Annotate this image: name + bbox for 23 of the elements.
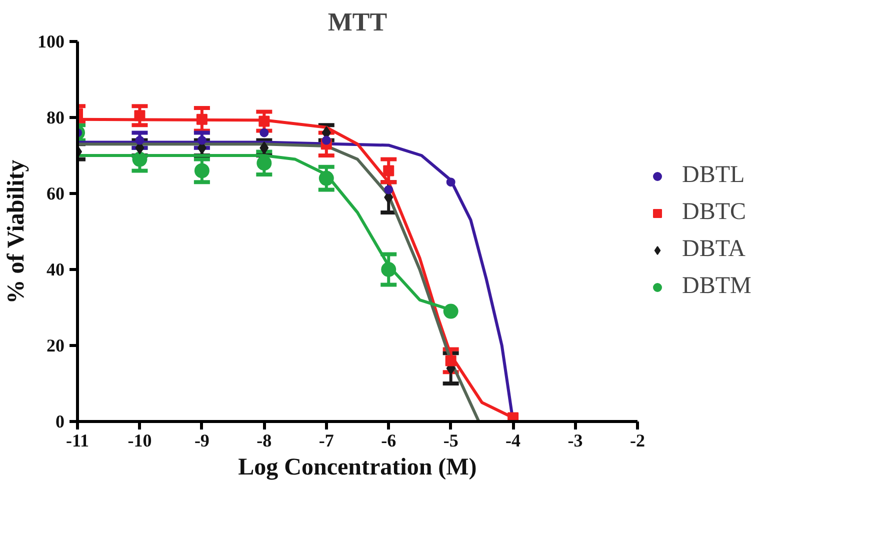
legend-label: DBTA (682, 236, 746, 263)
y-tick-label: 80 (46, 108, 64, 128)
x-tick-label: -8 (256, 430, 272, 450)
legend-label: DBTL (682, 162, 745, 189)
chart-title: MTT (328, 8, 388, 36)
x-tick-label: -2 (630, 430, 646, 450)
x-tick-label: -10 (128, 430, 152, 450)
x-tick-label: -6 (381, 430, 396, 450)
x-tick-label: -11 (66, 430, 90, 450)
y-tick-label: 0 (56, 412, 64, 432)
y-tick-label: 40 (46, 260, 64, 280)
y-tick-label: 60 (46, 184, 64, 204)
x-tick-label: -7 (318, 430, 334, 450)
x-tick-label: -9 (194, 430, 210, 450)
legend-label: DBTC (682, 199, 746, 226)
x-tick-label: -5 (443, 430, 458, 450)
y-tick-label: 20 (46, 336, 64, 356)
x-tick-label: -4 (506, 430, 521, 450)
legend-label: DBTM (682, 273, 752, 300)
x-axis-title: Log Concentration (M) (238, 454, 477, 480)
x-tick-label: -3 (568, 430, 583, 450)
y-axis-title: % of Viability (4, 160, 30, 304)
y-tick-label: 100 (38, 32, 64, 52)
